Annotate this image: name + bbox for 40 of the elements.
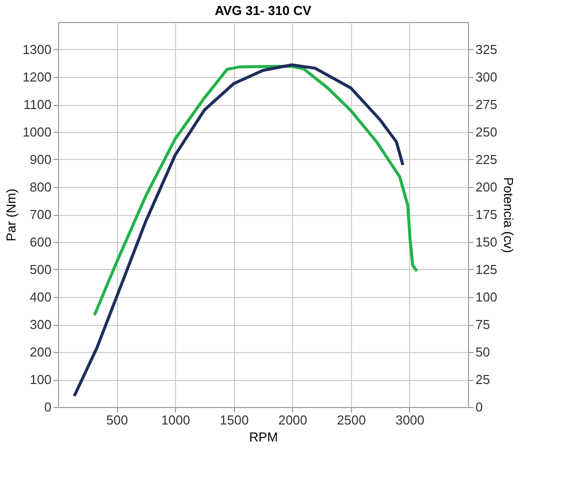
y2-tick-label: 275 <box>476 97 498 112</box>
x-tick-label: 2000 <box>278 412 308 428</box>
y-tick-label: 1300 <box>22 42 52 57</box>
y-tick-label: 800 <box>30 180 52 194</box>
line-series <box>72 63 404 398</box>
line-series <box>92 64 418 317</box>
y2-axis-title: Potencia (cv) <box>501 177 516 253</box>
x-tick-label: 3000 <box>395 412 424 428</box>
x-axis-title: RPM <box>249 430 278 444</box>
chart-title: AVG 31- 310 CV <box>214 3 312 18</box>
y-tick-label: 900 <box>30 152 52 167</box>
y-tick-label: 500 <box>30 262 52 277</box>
y2-tick-label: 250 <box>476 124 498 140</box>
y-tick-label: 1100 <box>24 97 52 112</box>
y2-tick-label: 125 <box>476 262 498 277</box>
y-tick-label: 300 <box>30 317 52 332</box>
y-tick-label: 0 <box>44 400 52 414</box>
y-axis-title: Par (Nm) <box>4 188 19 242</box>
y-tick-label: 100 <box>30 372 52 387</box>
y-tick-label: 1200 <box>22 70 52 84</box>
y2-tick-label: 175 <box>476 207 498 222</box>
x-tick-label: 1000 <box>161 412 190 428</box>
y2-tick-label: 0 <box>476 400 483 414</box>
y2-tick-label: 25 <box>476 372 490 387</box>
y-tick-label: 1000 <box>22 124 52 140</box>
y2-tick-label: 200 <box>476 180 498 194</box>
x-tick-label: 500 <box>106 412 128 428</box>
x-tick-label: 1500 <box>220 412 249 428</box>
y2-tick-label: 150 <box>476 234 498 250</box>
y-tick-label: 400 <box>30 290 52 304</box>
y-tick-label: 600 <box>30 234 52 250</box>
y-tick-label: 200 <box>30 344 52 360</box>
y2-tick-label: 100 <box>476 290 498 304</box>
y2-tick-label: 325 <box>476 42 498 57</box>
y-tick-label: 700 <box>30 207 52 222</box>
x-tick-label: 2500 <box>336 412 366 428</box>
y2-tick-label: 75 <box>476 317 490 332</box>
y2-tick-label: 225 <box>476 152 498 167</box>
y2-tick-label: 300 <box>476 70 498 84</box>
y2-tick-label: 50 <box>476 344 490 360</box>
